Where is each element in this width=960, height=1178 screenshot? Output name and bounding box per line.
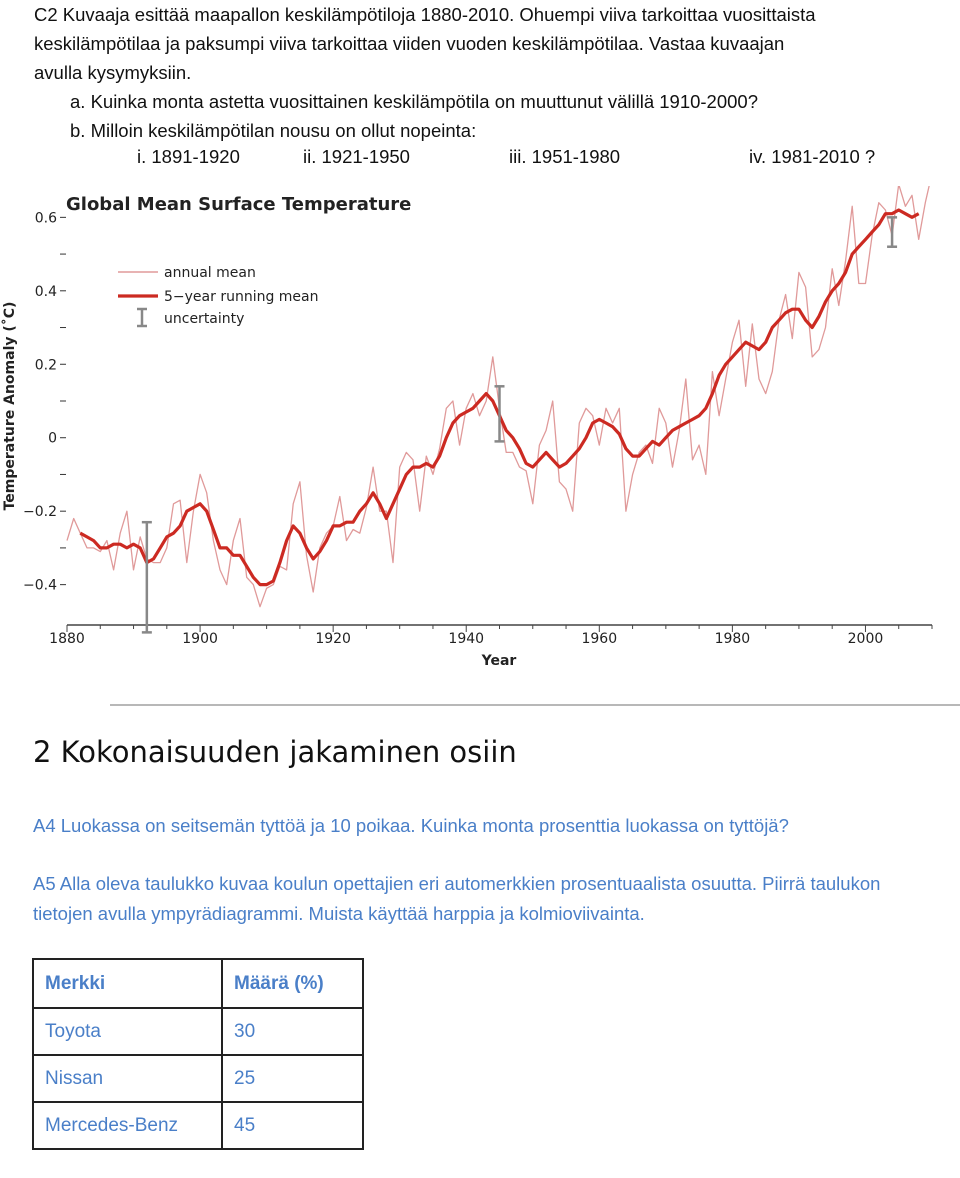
table-cell: Nissan bbox=[32, 1054, 223, 1103]
x-tick-label: 1900 bbox=[182, 631, 218, 647]
section-divider bbox=[110, 704, 960, 706]
y-axis-label: Temperature Anomaly (˚C) bbox=[1, 302, 18, 511]
y-tick-label: 0.2 bbox=[35, 357, 57, 373]
y-tick-label: −0.4 bbox=[23, 578, 57, 594]
x-tick-label: 1940 bbox=[448, 631, 484, 647]
chart-title: Global Mean Surface Temperature bbox=[66, 194, 411, 215]
table-row: Toyota 30 bbox=[32, 1007, 364, 1056]
y-tick-label: 0.4 bbox=[35, 284, 57, 300]
x-tick-label: 1920 bbox=[315, 631, 351, 647]
y-tick-label: −0.2 bbox=[23, 504, 57, 520]
y-tick-label: 0.6 bbox=[35, 210, 57, 226]
chart-legend: annual mean 5−year running mean uncertaint… bbox=[118, 265, 319, 328]
y-tick-label: 0 bbox=[48, 431, 57, 447]
car-brand-table: Merkki Määrä (%) Toyota 30 Nissan 25 Mer… bbox=[32, 958, 364, 1150]
question-b: b. Milloin keskilämpötilan nousu on ollu… bbox=[70, 120, 477, 141]
option-iii: iii. 1951-1980 bbox=[509, 146, 621, 167]
table-cell: 25 bbox=[221, 1054, 364, 1103]
section-heading: 2 Kokonaisuuden jakaminen osiin bbox=[33, 735, 517, 769]
table-cell: 45 bbox=[221, 1101, 364, 1150]
option-ii: ii. 1921-1950 bbox=[303, 146, 410, 167]
intro-line: avulla kysymyksiin. bbox=[34, 62, 192, 83]
x-tick-label: 1980 bbox=[715, 631, 751, 647]
uncertainty-bar bbox=[494, 385, 505, 443]
table-row: Mercedes-Benz 45 bbox=[32, 1101, 364, 1150]
table-header-cell: Merkki bbox=[32, 958, 223, 1009]
table-header-cell: Määrä (%) bbox=[221, 958, 364, 1009]
uncertainty-bar bbox=[887, 216, 898, 248]
table-cell: Mercedes-Benz bbox=[32, 1101, 223, 1150]
x-tick-label: 2000 bbox=[848, 631, 884, 647]
option-i: i. 1891-1920 bbox=[137, 146, 240, 167]
x-axis-label: Year bbox=[481, 653, 517, 669]
assignment-intro: C2 Kuvaaja esittää maapallon keskilämpöt… bbox=[34, 0, 954, 145]
uncertainty-bar bbox=[141, 520, 152, 634]
x-tick-label: 1960 bbox=[581, 631, 617, 647]
task-a5: A5 Alla oleva taulukko kuvaa koulun opet… bbox=[33, 873, 881, 924]
table-cell: 30 bbox=[221, 1007, 364, 1056]
task-a4: A4 Luokassa on seitsemän tyttöä ja 10 po… bbox=[33, 815, 789, 836]
table-row: Nissan 25 bbox=[32, 1054, 364, 1103]
temperature-chart: Global Mean Surface Temperature −0.4 −0.2 0… bbox=[1, 186, 933, 669]
legend-label: uncertainty bbox=[164, 311, 244, 327]
table-cell: Toyota bbox=[32, 1007, 223, 1056]
intro-line: keskilämpötilaa ja paksumpi viiva tarkoi… bbox=[34, 33, 785, 54]
table-header-row: Merkki Määrä (%) bbox=[32, 958, 364, 1009]
question-a: a. Kuinka monta astetta vuosittainen kes… bbox=[70, 91, 759, 112]
intro-line: C2 Kuvaaja esittää maapallon keskilämpöt… bbox=[34, 4, 816, 25]
x-tick-label: 1880 bbox=[49, 631, 85, 647]
legend-label: 5−year running mean bbox=[164, 289, 319, 305]
legend-label: annual mean bbox=[164, 265, 256, 281]
option-iv: iv. 1981-2010 ? bbox=[749, 146, 876, 167]
